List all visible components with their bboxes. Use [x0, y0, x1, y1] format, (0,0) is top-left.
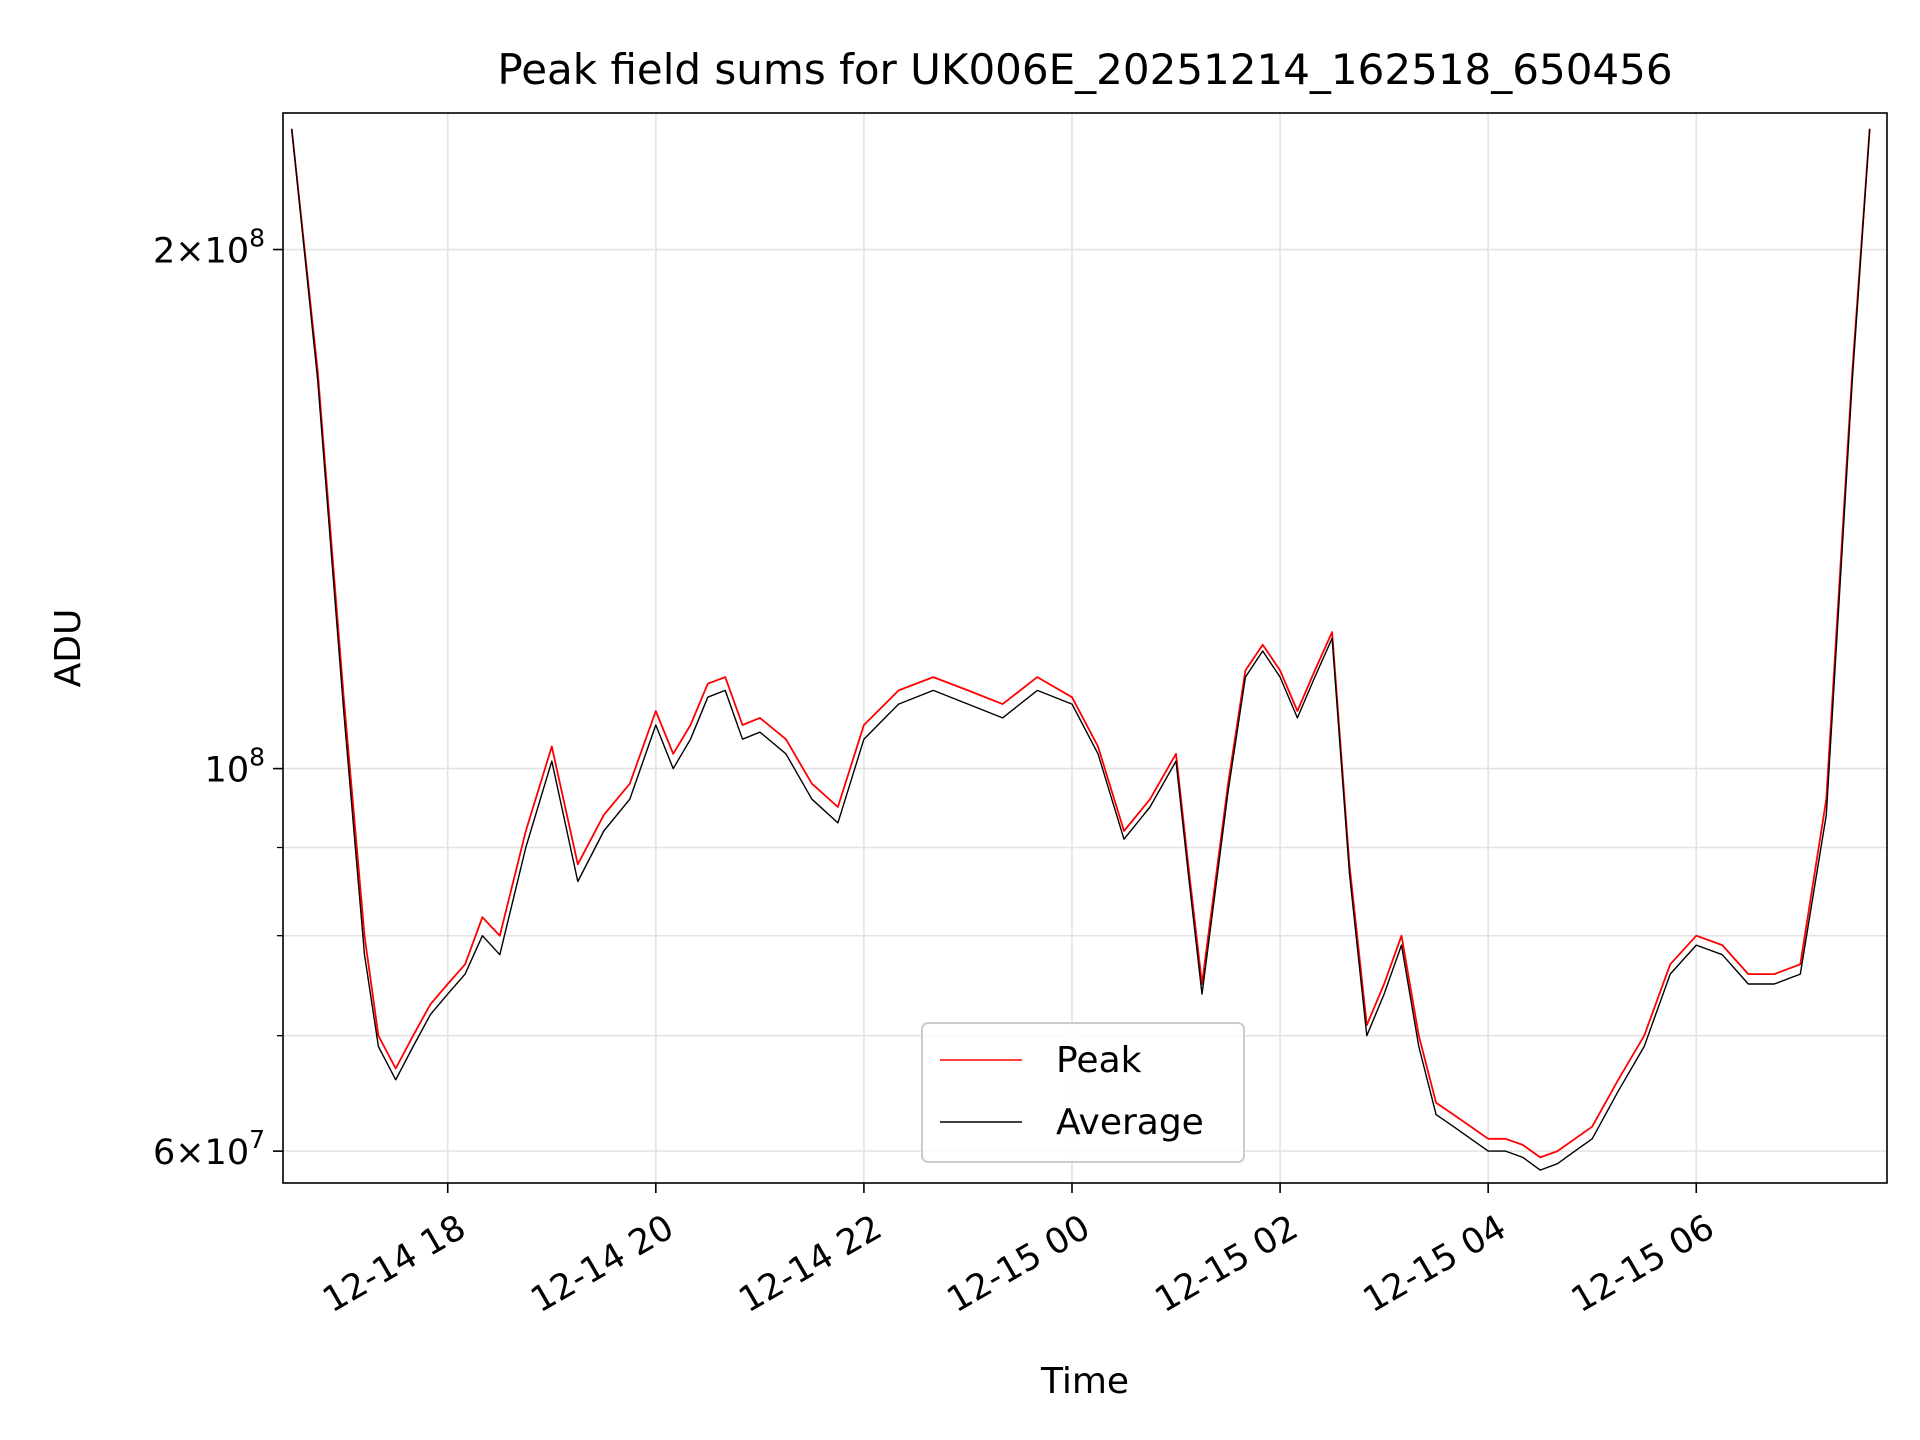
series-line-peak: [290, 128, 1871, 1159]
plot-frame: [282, 112, 1888, 1184]
legend-box: [921, 1022, 1245, 1163]
y-axis: 6×107 108 2×108: [153, 224, 283, 1173]
y-tick-label: 2×108: [153, 224, 265, 272]
y-tick-label: 108: [205, 743, 265, 791]
y-axis-label: ADU: [48, 609, 89, 688]
legend-label-average: Average: [1056, 1102, 1204, 1143]
legend: Peak Average: [921, 1022, 1245, 1163]
x-axis-label: Time: [1040, 1361, 1129, 1402]
legend-label-peak: Peak: [1056, 1040, 1142, 1081]
series-layer: [290, 128, 1871, 1171]
plot-area: [283, 113, 1887, 1183]
y-tick-label: 6×107: [153, 1125, 265, 1173]
chart-title: Peak field sums for UK006E_20251214_1625…: [497, 45, 1672, 94]
series-line-average: [291, 128, 1871, 1171]
